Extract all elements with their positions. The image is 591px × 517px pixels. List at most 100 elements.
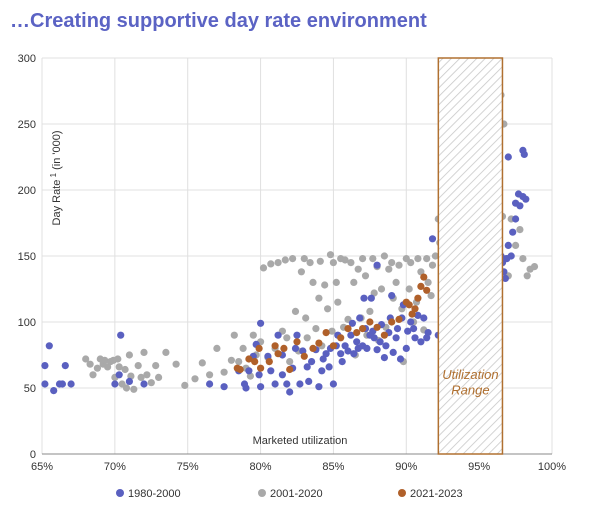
data-point — [325, 363, 333, 371]
data-point — [326, 251, 335, 259]
x-tick-label: 70% — [104, 461, 126, 473]
data-point — [411, 305, 419, 313]
data-point — [300, 352, 308, 360]
data-point — [324, 305, 332, 313]
data-point — [312, 325, 320, 333]
data-point — [155, 373, 163, 381]
data-point — [259, 264, 268, 272]
data-point — [315, 294, 323, 302]
y-tick-label: 300 — [18, 53, 36, 65]
data-point — [396, 355, 405, 363]
data-point — [172, 360, 180, 368]
data-point — [347, 259, 355, 267]
data-point — [303, 363, 311, 371]
data-point — [417, 338, 425, 346]
data-point — [143, 371, 151, 379]
data-point — [509, 228, 517, 236]
page-title: …Creating supportive day rate environmen… — [10, 10, 427, 32]
data-point — [348, 319, 356, 327]
data-point — [306, 259, 314, 267]
data-point — [198, 359, 206, 367]
data-point — [291, 307, 300, 315]
data-point — [309, 344, 317, 352]
data-point — [388, 292, 396, 300]
data-point — [280, 344, 288, 352]
data-point — [257, 364, 265, 372]
data-point — [302, 314, 310, 322]
data-point — [520, 150, 528, 158]
data-point — [41, 380, 49, 388]
data-point — [58, 380, 66, 388]
data-point — [388, 259, 396, 267]
data-point — [245, 355, 253, 363]
data-point — [424, 278, 432, 286]
data-point — [140, 380, 148, 388]
data-point — [117, 331, 125, 339]
y-axis-label: Day Rate 1 (in '000) — [49, 131, 63, 226]
data-point — [511, 215, 520, 223]
data-point — [407, 259, 415, 267]
data-point — [300, 255, 308, 263]
y-tick-label: 150 — [18, 251, 36, 263]
data-point — [134, 362, 142, 370]
data-point — [337, 334, 345, 342]
data-point — [236, 365, 244, 374]
data-point — [385, 265, 393, 273]
data-point — [507, 252, 515, 260]
data-point — [353, 338, 361, 346]
data-point — [315, 339, 323, 347]
data-point — [366, 318, 374, 326]
data-point — [257, 319, 265, 327]
data-point — [101, 356, 109, 364]
data-point — [322, 350, 330, 358]
data-point — [402, 344, 410, 352]
data-point — [257, 383, 265, 391]
data-point — [382, 342, 390, 350]
x-tick-label: 65% — [31, 461, 53, 473]
x-tick-label: 95% — [468, 461, 490, 473]
data-point — [213, 344, 221, 352]
data-point — [389, 348, 397, 356]
data-point — [420, 314, 428, 322]
data-point — [191, 375, 199, 383]
legend-label: 2021-2023 — [410, 488, 463, 500]
data-point — [411, 334, 419, 342]
data-point — [245, 367, 253, 375]
data-point — [405, 301, 413, 309]
data-point — [356, 314, 364, 322]
data-point — [93, 364, 101, 372]
data-point — [417, 282, 425, 290]
series-2021-2023 — [233, 273, 431, 374]
data-point — [181, 381, 189, 389]
data-point — [417, 268, 425, 276]
data-point — [140, 348, 148, 356]
data-point — [380, 331, 388, 339]
data-point — [392, 334, 400, 342]
data-point — [338, 358, 346, 366]
data-point — [329, 342, 337, 350]
data-point — [395, 315, 403, 323]
data-point — [296, 380, 304, 388]
chart-legend: 1980-2000 2001-2020 2021-2023 — [116, 488, 463, 500]
data-point — [281, 256, 289, 264]
data-point — [428, 235, 437, 243]
data-point — [111, 380, 119, 388]
data-point — [318, 367, 326, 375]
data-point — [504, 153, 512, 161]
data-point — [137, 373, 145, 381]
data-point — [332, 278, 340, 286]
data-point — [377, 285, 386, 293]
legend-marker — [258, 489, 266, 497]
data-point — [414, 311, 422, 319]
data-point — [125, 351, 133, 359]
data-point — [239, 344, 247, 352]
data-point — [321, 281, 329, 289]
data-point — [274, 331, 282, 339]
data-point — [361, 272, 370, 280]
data-point — [414, 255, 422, 263]
data-point — [251, 358, 259, 366]
y-tick-label: 250 — [18, 119, 36, 131]
data-point — [293, 331, 301, 339]
data-point — [235, 358, 243, 366]
